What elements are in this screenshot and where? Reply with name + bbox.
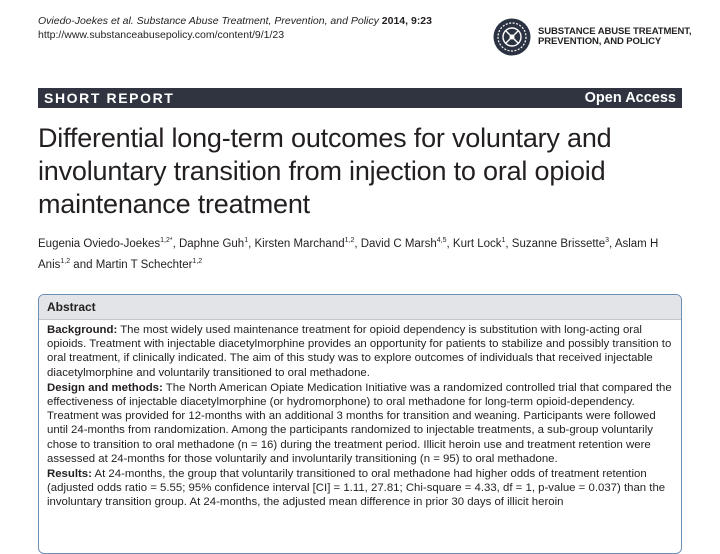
journal-name-line2: PREVENTION, AND POLICY <box>538 36 662 47</box>
author-affiliation: 1,2* <box>160 237 173 244</box>
author-name[interactable]: David C Marsh <box>360 237 437 250</box>
abstract-section-text: The North American Opiate Medication Ini… <box>47 381 672 465</box>
author-separator: , <box>446 237 453 250</box>
abstract-section-label: Background: <box>47 324 118 336</box>
citation-line: Oviedo-Joekes et al. Substance Abuse Tre… <box>38 14 432 28</box>
author-name[interactable]: Aslam H Anis <box>38 237 659 271</box>
author-list: Eugenia Oviedo-Joekes1,2*, Daphne Guh1, … <box>38 232 688 274</box>
abstract-section: Results: At 24-months, the group that vo… <box>47 467 673 510</box>
citation-volume: 2014, 9:23 <box>381 15 432 27</box>
author-affiliation: 1 <box>244 237 249 244</box>
abstract-section-label: Results: <box>47 468 92 481</box>
author-separator: , <box>505 237 512 250</box>
journal-name: SUBSTANCE ABUSE TREATMENT, PREVENTION, A… <box>538 25 692 48</box>
author-name[interactable]: Suzanne Brissette <box>511 237 606 250</box>
abstract-box: Abstract Background: The most widely use… <box>38 294 682 554</box>
journal-logo: SUBSTANCE ABUSE TREATMENT, PREVENTION, A… <box>492 17 692 57</box>
abstract-heading: Abstract <box>39 295 681 320</box>
author-separator: , <box>609 237 615 250</box>
citation-header: Oviedo-Joekes et al. Substance Abuse Tre… <box>38 14 432 42</box>
citation-journal: Substance Abuse Treatment, Prevention, a… <box>136 15 379 27</box>
author-separator: , <box>172 237 179 250</box>
article-title: Differential long-term outcomes for volu… <box>38 123 612 219</box>
author-affiliation: 1,2 <box>192 257 203 265</box>
author-name[interactable]: Kurt Lock <box>452 237 502 250</box>
author-separator: and <box>70 258 96 271</box>
journal-seal-icon <box>493 18 531 56</box>
author-name[interactable]: Eugenia Oviedo-Joekes <box>38 237 161 250</box>
article-type-label: SHORT REPORT <box>44 90 175 106</box>
author-affiliation: 1,2 <box>344 237 355 244</box>
open-access-label: Open Access <box>584 90 676 106</box>
abstract-section: Background: The most widely used mainten… <box>47 323 673 380</box>
abstract-section-text: The most widely used maintenance treatme… <box>47 324 672 379</box>
author-separator: , <box>354 237 361 250</box>
author-affiliation: 1 <box>501 237 506 244</box>
author-affiliation: 4,5 <box>436 237 447 244</box>
author-name[interactable]: Kirsten Marchand <box>254 237 345 250</box>
abstract-section-text: At 24-months, the group that voluntarily… <box>47 468 666 509</box>
abstract-section-label: Design and methods: <box>47 381 163 394</box>
author-name[interactable]: Martin T Schechter <box>95 258 193 271</box>
article-type-banner: SHORT REPORT Open Access <box>38 88 682 108</box>
author-separator: , <box>248 237 255 250</box>
author-affiliation: 3 <box>605 237 610 244</box>
abstract-section: Design and methods: The North American O… <box>47 381 673 466</box>
author-name[interactable]: Daphne Guh <box>178 237 245 250</box>
author-affiliation: 1,2 <box>60 257 71 265</box>
abstract-body: Background: The most widely used mainten… <box>39 320 681 510</box>
journal-name-line1: SUBSTANCE ABUSE TREATMENT, <box>538 25 692 37</box>
citation-authors: Oviedo-Joekes et al. <box>38 15 134 27</box>
citation-url[interactable]: http://www.substanceabusepolicy.com/cont… <box>38 29 285 41</box>
